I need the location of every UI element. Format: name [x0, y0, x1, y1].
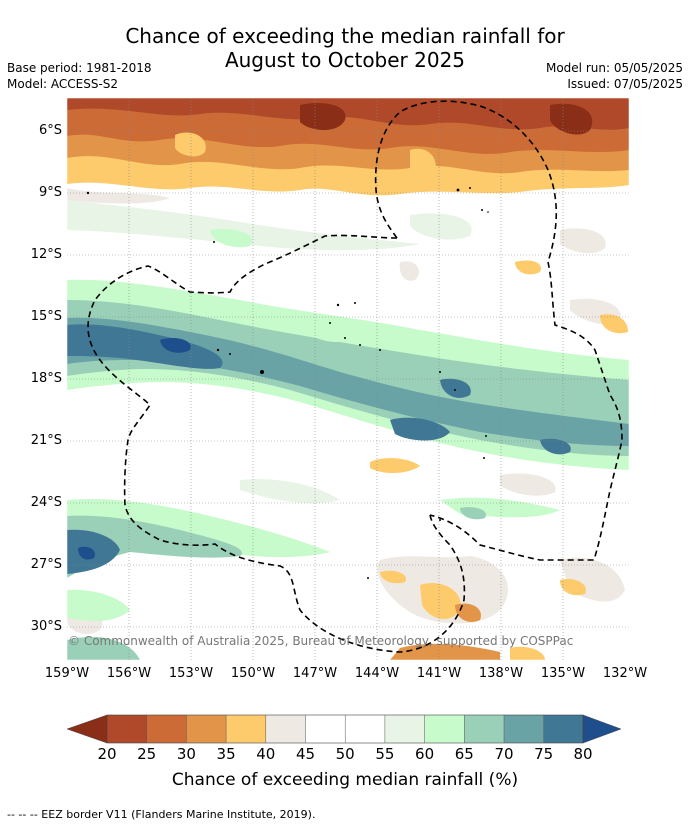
map-frame	[66, 97, 630, 661]
colorbar-tick: 75	[534, 745, 554, 763]
colorbar-tick: 35	[216, 745, 236, 763]
colorbar-55-60	[384, 715, 425, 743]
lat-label: 21°S	[30, 433, 62, 448]
map-title-line-2: August to October 2025	[224, 48, 466, 72]
colorbar-20-25	[107, 715, 147, 743]
colorbar-65-70	[464, 715, 504, 743]
issued-date: Issued: 07/05/2025	[567, 77, 683, 91]
wet-band	[67, 279, 629, 470]
lon-label: 153°W	[168, 666, 214, 681]
colorbar-tick: 80	[573, 745, 593, 763]
lon-label: 132°W	[602, 666, 648, 681]
lon-label: 147°W	[292, 666, 338, 681]
colorbar-tick: 20	[97, 745, 117, 763]
model-run: Model run: 05/05/2025	[545, 61, 683, 75]
colorbar-25-30	[146, 715, 187, 743]
colorbar-tick: 30	[176, 745, 196, 763]
map-title-line-1: Chance of exceeding the median rainfall …	[125, 24, 565, 48]
colorbar-30-35	[186, 715, 227, 743]
lon-label: 144°W	[354, 666, 400, 681]
lat-label: 30°S	[30, 619, 62, 634]
colorbar-60-65	[424, 715, 465, 743]
lat-label: 12°S	[30, 247, 62, 262]
copyright-notice: © Commonwealth of Australia 2025, Bureau…	[68, 634, 574, 648]
colorbar-title: Chance of exceeding median rainfall (%)	[171, 770, 519, 790]
colorbar-35-40	[226, 715, 266, 743]
colorbar-45-50	[305, 715, 346, 743]
dry-band	[67, 98, 629, 196]
colorbar-tick: 40	[256, 745, 276, 763]
colorbar	[66, 714, 622, 744]
lon-label: 135°W	[540, 666, 586, 681]
model-name: Model: ACCESS-S2	[7, 77, 119, 91]
colorbar-tick: 60	[415, 745, 435, 763]
colorbar-tick: 45	[295, 745, 316, 763]
lon-label: 150°W	[230, 666, 276, 681]
colorbar-70-75	[504, 715, 544, 743]
meta-left: Base period: 1981-2018 Model: ACCESS-S2	[7, 60, 152, 92]
eez-footnote: -- -- -- EEZ border V11 (Flanders Marine…	[7, 808, 316, 821]
colorbar-40-45	[265, 715, 306, 743]
lat-label: 18°S	[30, 371, 62, 386]
lat-label: 15°S	[30, 309, 62, 324]
colorbar-low-arrow	[66, 714, 108, 744]
islands	[86, 187, 489, 579]
colorbar-75-80	[543, 715, 583, 743]
colorbar-50-55	[345, 715, 385, 743]
lat-label: 24°S	[30, 495, 62, 510]
graticule	[67, 98, 629, 660]
base-period: Base period: 1981-2018	[7, 61, 152, 75]
lon-label: 138°W	[478, 666, 524, 681]
lon-label: 159°W	[44, 666, 90, 681]
colorbar-tick: 55	[375, 745, 395, 763]
colorbar-high-arrow	[582, 714, 622, 744]
wet-band-south	[67, 200, 560, 660]
lon-label: 156°W	[106, 666, 152, 681]
meta-right: Model run: 05/05/2025 Issued: 07/05/2025	[546, 60, 683, 92]
lat-label: 6°S	[38, 123, 62, 138]
colorbar-tick: 25	[137, 745, 157, 763]
colorbar-tick: 70	[494, 745, 514, 763]
eez-borders	[87, 100, 623, 653]
lat-label: 27°S	[30, 557, 62, 572]
lon-label: 141°W	[416, 666, 462, 681]
colorbar-tick: 65	[454, 745, 474, 763]
colorbar-tick: 50	[335, 745, 355, 763]
lat-label: 9°S	[38, 185, 62, 200]
